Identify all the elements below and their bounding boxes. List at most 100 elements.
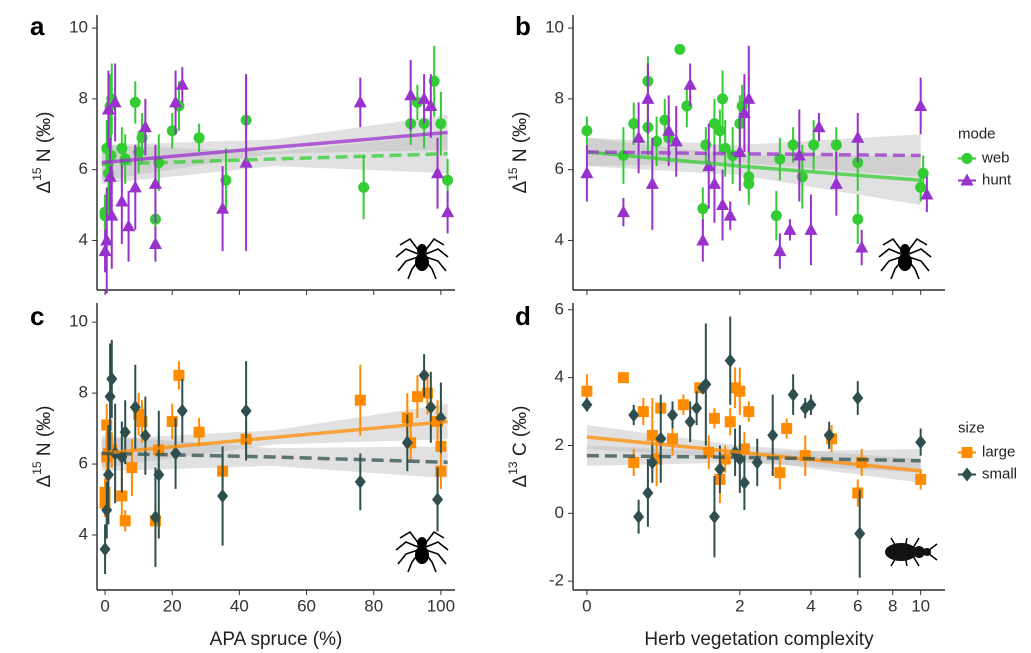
y-title-unit: N (‰)	[34, 112, 55, 168]
point	[128, 180, 142, 193]
point	[852, 487, 864, 499]
point	[914, 98, 928, 111]
point	[354, 474, 366, 489]
y-tick-label: 8	[79, 88, 88, 107]
point	[724, 416, 736, 428]
point	[581, 397, 593, 412]
point	[854, 526, 866, 541]
point	[674, 43, 686, 55]
y-title-unit: N (‰)	[510, 112, 531, 168]
point	[774, 153, 786, 165]
y-title-sup: 15	[506, 167, 520, 181]
y-axis-title: Δ15 N (‰)	[30, 406, 55, 488]
point	[684, 414, 696, 429]
point	[105, 208, 119, 221]
y-title-symbol: Δ	[510, 181, 531, 194]
point	[136, 415, 148, 427]
point	[106, 371, 118, 386]
point	[737, 106, 751, 119]
point	[742, 91, 756, 104]
point	[856, 456, 868, 468]
point	[719, 453, 731, 465]
fit-line	[586, 435, 921, 473]
x-tick-label: 6	[853, 596, 862, 615]
point	[581, 385, 593, 397]
point	[642, 485, 654, 500]
point	[920, 187, 934, 200]
y-axis-title: Δ13 C (‰)	[506, 406, 531, 488]
point	[240, 403, 252, 418]
point	[851, 130, 865, 143]
y-title-unit: N (‰)	[34, 406, 55, 462]
point	[133, 408, 145, 420]
point	[98, 244, 112, 257]
point	[435, 118, 447, 130]
legend-marker	[961, 447, 973, 458]
point	[116, 490, 128, 502]
fit-line	[586, 150, 921, 158]
point	[783, 222, 797, 235]
point	[708, 412, 720, 424]
point	[138, 120, 152, 133]
spider-icon	[878, 238, 932, 280]
x-tick-label: 60	[297, 596, 316, 615]
point	[677, 399, 689, 411]
point	[792, 148, 806, 161]
point	[734, 385, 746, 397]
y-tick-label: 4	[79, 524, 88, 543]
point	[424, 98, 438, 111]
spider-icon	[395, 238, 449, 280]
point	[855, 240, 869, 253]
y-tick-label: 2	[555, 435, 564, 454]
point	[411, 391, 423, 403]
y-tick-label: 6	[555, 159, 564, 178]
point	[646, 455, 658, 470]
point	[724, 353, 736, 368]
point	[119, 515, 131, 527]
point	[651, 453, 663, 465]
point	[799, 450, 811, 462]
x-tick-label: 100	[427, 596, 455, 615]
point	[193, 426, 205, 438]
point	[829, 176, 843, 189]
point	[354, 394, 366, 406]
y-tick-label: 6	[555, 299, 564, 318]
point	[774, 467, 786, 479]
point	[169, 95, 183, 108]
x-tick-label: 2	[735, 596, 744, 615]
point	[641, 91, 655, 104]
point	[139, 428, 151, 443]
point	[743, 406, 755, 418]
y-title-symbol: Δ	[510, 475, 531, 488]
x-tick-label: 10	[911, 596, 930, 615]
legend-label: large	[982, 443, 1015, 460]
point	[105, 150, 117, 162]
panel-label: b	[515, 11, 531, 41]
x-tick-label: 20	[163, 596, 182, 615]
point	[358, 181, 370, 193]
point	[581, 125, 593, 137]
point	[176, 403, 188, 418]
point	[669, 134, 683, 147]
point	[435, 465, 447, 477]
y-title-symbol: Δ	[34, 475, 55, 488]
point	[662, 123, 676, 136]
point	[633, 509, 645, 524]
point	[418, 368, 430, 383]
point	[153, 467, 165, 482]
point	[401, 435, 413, 450]
point	[773, 244, 787, 257]
y-tick-label: 6	[79, 454, 88, 473]
point	[417, 91, 431, 104]
point	[122, 219, 136, 232]
point	[100, 233, 114, 246]
point	[616, 205, 630, 218]
y-tick-label: 6	[79, 159, 88, 178]
point	[166, 415, 178, 427]
point	[193, 132, 205, 144]
point	[216, 201, 230, 214]
point	[148, 176, 162, 189]
point	[700, 377, 712, 392]
point	[442, 174, 454, 186]
point	[101, 503, 113, 518]
